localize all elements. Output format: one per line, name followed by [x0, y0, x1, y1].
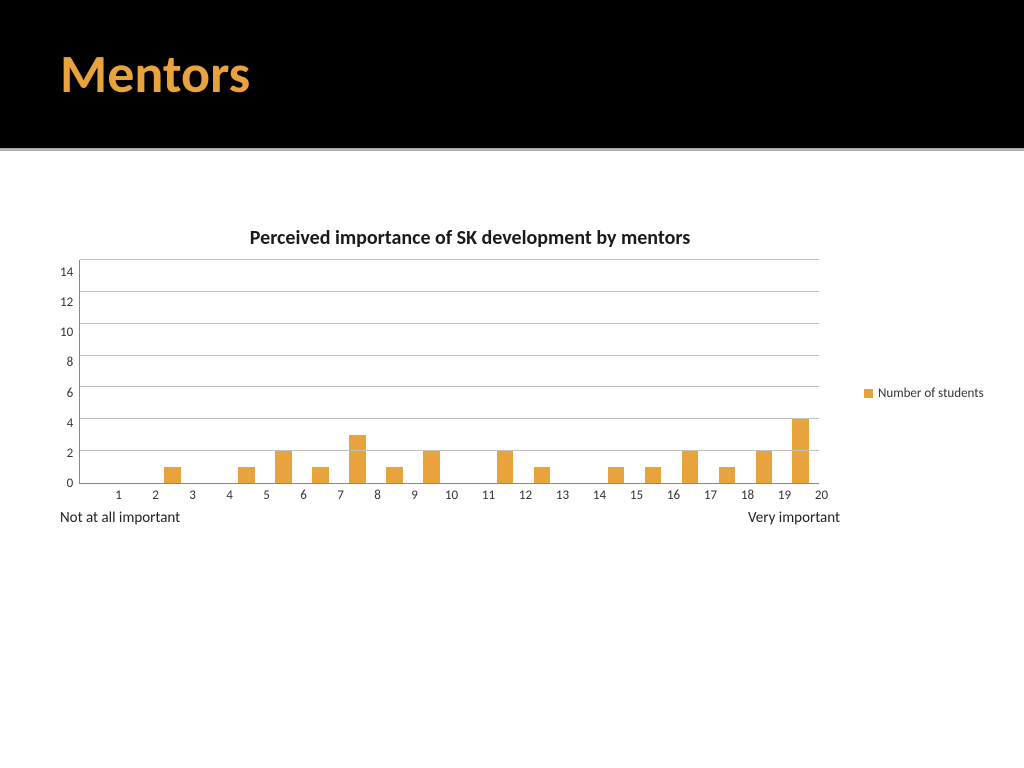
chart-row: 14121086420 1234567891011121314151617181…	[60, 260, 984, 527]
bar	[534, 467, 551, 483]
grid-line	[80, 386, 819, 387]
grid-line	[80, 259, 819, 260]
x-axis-anchors: Not at all important Very important	[60, 503, 840, 527]
y-tick: 14	[60, 266, 73, 279]
y-tick: 12	[60, 296, 73, 309]
x-tick: 6	[285, 488, 322, 503]
bar	[497, 451, 514, 483]
x-tick: 8	[359, 488, 396, 503]
x-tick: 9	[396, 488, 433, 503]
bar	[164, 467, 181, 483]
x-axis: 1234567891011121314151617181920	[100, 484, 840, 503]
bar	[423, 451, 440, 483]
slide-title: Mentors	[60, 41, 250, 107]
x-tick: 16	[655, 488, 692, 503]
anchor-left: Not at all important	[60, 509, 180, 527]
x-tick: 3	[174, 488, 211, 503]
chart-title: Perceived importance of SK development b…	[100, 226, 840, 250]
x-tick: 13	[544, 488, 581, 503]
slide-header: Mentors	[0, 0, 1024, 148]
bar	[682, 451, 699, 483]
y-axis: 14121086420	[60, 260, 79, 484]
anchor-right: Very important	[748, 509, 840, 527]
y-tick: 10	[60, 326, 73, 339]
slide-content: Perceived importance of SK development b…	[0, 151, 1024, 527]
grid-line	[80, 323, 819, 324]
bar	[608, 467, 625, 483]
x-tick: 10	[433, 488, 470, 503]
y-tick: 8	[67, 356, 74, 369]
x-tick: 5	[248, 488, 285, 503]
y-tick: 0	[67, 477, 74, 490]
bar	[719, 467, 736, 483]
x-tick: 20	[803, 488, 840, 503]
bar	[645, 467, 662, 483]
x-tick: 18	[729, 488, 766, 503]
plot-wrap: 14121086420	[60, 260, 840, 484]
x-tick: 7	[322, 488, 359, 503]
grid-line	[80, 355, 819, 356]
bar	[238, 467, 255, 483]
x-tick: 11	[470, 488, 507, 503]
grid-line	[80, 291, 819, 292]
bar	[275, 451, 292, 483]
chart-legend: Number of students	[864, 386, 984, 401]
bar	[756, 451, 773, 483]
grid-line	[80, 418, 819, 419]
x-tick: 12	[507, 488, 544, 503]
x-tick: 1	[100, 488, 137, 503]
chart-plot-area	[79, 260, 819, 484]
x-tick: 2	[137, 488, 174, 503]
legend-swatch	[864, 389, 873, 398]
x-tick: 19	[766, 488, 803, 503]
x-tick: 4	[211, 488, 248, 503]
chart-box: 14121086420 1234567891011121314151617181…	[60, 260, 840, 527]
bar	[349, 435, 366, 483]
bar	[386, 467, 403, 483]
grid-line	[80, 450, 819, 451]
x-tick: 15	[618, 488, 655, 503]
y-tick: 2	[67, 447, 74, 460]
bar	[312, 467, 329, 483]
x-tick: 14	[581, 488, 618, 503]
x-tick: 17	[692, 488, 729, 503]
y-tick: 6	[67, 387, 74, 400]
y-tick: 4	[67, 417, 74, 430]
legend-label: Number of students	[878, 386, 984, 401]
